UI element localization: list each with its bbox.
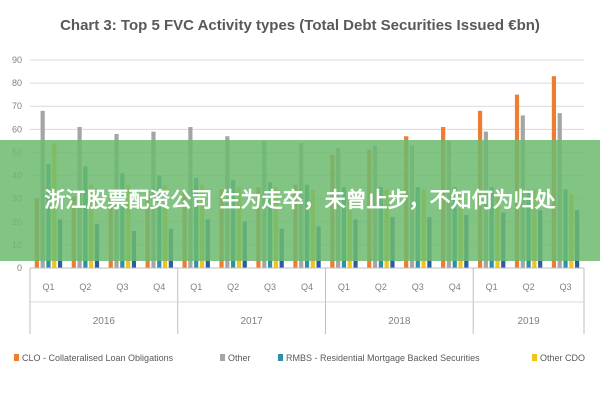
x-tick-label: Q2 [227, 282, 239, 292]
legend-label: Other [228, 353, 251, 363]
legend-label: CLO - Collateralised Loan Obligations [22, 353, 174, 363]
year-label: 2019 [517, 316, 540, 327]
y-tick-label: 60 [12, 124, 22, 134]
x-tick-label: Q1 [190, 282, 202, 292]
year-label: 2016 [93, 316, 116, 327]
legend-label: RMBS - Residential Mortgage Backed Secur… [286, 353, 480, 363]
year-label: 2017 [240, 316, 263, 327]
y-tick-label: 0 [17, 263, 22, 273]
x-tick-label: Q1 [486, 282, 498, 292]
legend-swatch [532, 354, 537, 361]
x-tick-label: Q2 [523, 282, 535, 292]
y-tick-label: 90 [12, 55, 22, 65]
chart-title: Chart 3: Top 5 FVC Activity types (Total… [60, 17, 540, 34]
y-tick-label: 70 [12, 101, 22, 111]
legend-label: Other CDO [540, 353, 585, 363]
x-tick-label: Q3 [116, 282, 128, 292]
banner-text: 浙江股票配资公司 生为走卒，未曾止步，不知何为归处 [44, 188, 556, 212]
promo-banner: 浙江股票配资公司 生为走卒，未曾止步，不知何为归处 [0, 140, 600, 261]
x-tick-label: Q3 [412, 282, 424, 292]
x-tick-label: Q1 [42, 282, 54, 292]
x-tick-label: Q4 [153, 282, 165, 292]
x-tick-label: Q4 [301, 282, 313, 292]
y-tick-label: 80 [12, 78, 22, 88]
x-tick-label: Q3 [264, 282, 276, 292]
x-tick-label: Q2 [375, 282, 387, 292]
year-label: 2018 [388, 316, 411, 327]
legend-swatch [220, 354, 225, 361]
x-tick-label: Q1 [338, 282, 350, 292]
legend-swatch [14, 354, 19, 361]
x-tick-label: Q4 [449, 282, 461, 292]
legend-swatch [278, 354, 283, 361]
x-axis: Q1 Q2 Q3 Q4 Q1 Q2 Q3 Q4 Q1 Q2 Q3 Q4 Q1 Q2 Q3 2016 2017 20… [29, 267, 585, 334]
x-tick-label: Q3 [560, 282, 572, 292]
x-tick-label: Q2 [79, 282, 91, 292]
legend: CLO - Collateralised Loan Obligations Oth… [14, 353, 585, 363]
